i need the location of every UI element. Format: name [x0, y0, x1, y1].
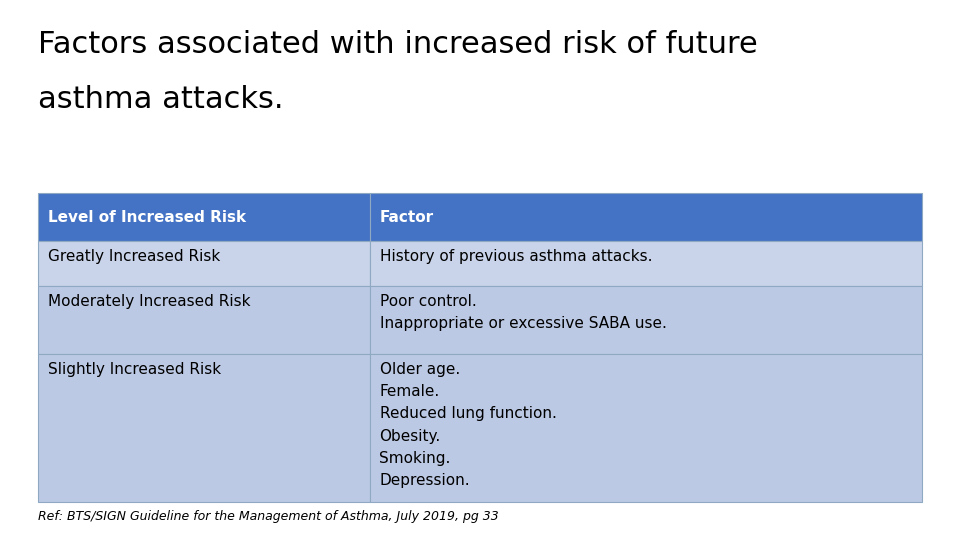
Bar: [38, 241, 370, 286]
Text: Ref: BTS/SIGN Guideline for the Management of Asthma, July 2019, pg 33: Ref: BTS/SIGN Guideline for the Manageme…: [38, 510, 499, 523]
Bar: [370, 286, 922, 354]
Bar: [38, 286, 370, 354]
Text: Factors associated with increased risk of future: Factors associated with increased risk o…: [38, 30, 757, 59]
Bar: [370, 354, 922, 502]
Text: Moderately Increased Risk: Moderately Increased Risk: [48, 294, 251, 309]
Text: Poor control.
Inappropriate or excessive SABA use.: Poor control. Inappropriate or excessive…: [379, 294, 666, 331]
Text: Factor: Factor: [379, 210, 434, 225]
Bar: [370, 193, 922, 241]
Bar: [38, 354, 370, 502]
Bar: [38, 193, 370, 241]
Text: History of previous asthma attacks.: History of previous asthma attacks.: [379, 249, 652, 264]
Text: asthma attacks.: asthma attacks.: [38, 85, 283, 114]
Text: Slightly Increased Risk: Slightly Increased Risk: [48, 362, 221, 377]
Text: Level of Increased Risk: Level of Increased Risk: [48, 210, 246, 225]
Text: Greatly Increased Risk: Greatly Increased Risk: [48, 249, 220, 264]
Text: Older age.
Female.
Reduced lung function.
Obesity.
Smoking.
Depression.: Older age. Female. Reduced lung function…: [379, 362, 557, 488]
Bar: [370, 241, 922, 286]
